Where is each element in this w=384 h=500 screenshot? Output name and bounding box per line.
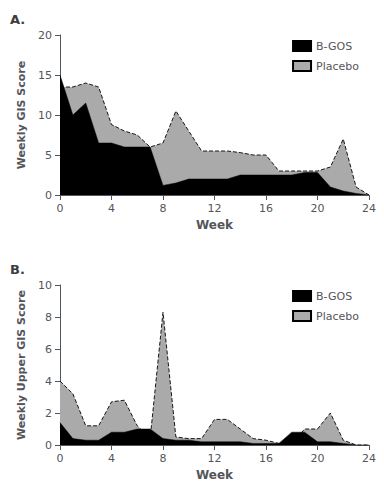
svg-text:24: 24: [362, 202, 376, 215]
svg-text:16: 16: [259, 452, 273, 465]
svg-text:2: 2: [45, 407, 52, 420]
svg-text:8: 8: [160, 202, 167, 215]
svg-text:Placebo: Placebo: [316, 60, 359, 73]
svg-text:5: 5: [45, 149, 52, 162]
svg-text:0: 0: [57, 452, 64, 465]
svg-text:6: 6: [45, 343, 52, 356]
svg-text:0: 0: [45, 439, 52, 452]
svg-text:20: 20: [311, 452, 325, 465]
svg-text:20: 20: [311, 202, 325, 215]
svg-text:0: 0: [57, 202, 64, 215]
svg-text:Week: Week: [196, 218, 234, 232]
svg-text:0: 0: [45, 189, 52, 202]
svg-text:4: 4: [45, 375, 52, 388]
svg-text:4: 4: [108, 202, 115, 215]
svg-text:Week: Week: [196, 468, 234, 482]
svg-text:Weekly GIS Score: Weekly GIS Score: [15, 61, 28, 170]
svg-text:Weekly Upper GIS Score: Weekly Upper GIS Score: [15, 290, 28, 440]
svg-text:12: 12: [208, 202, 222, 215]
svg-text:20: 20: [38, 29, 52, 42]
svg-text:12: 12: [208, 452, 222, 465]
svg-text:B-GOS: B-GOS: [316, 290, 352, 303]
svg-text:B-GOS: B-GOS: [316, 40, 352, 53]
svg-text:16: 16: [259, 202, 273, 215]
svg-text:4: 4: [108, 452, 115, 465]
svg-text:8: 8: [45, 311, 52, 324]
svg-text:24: 24: [362, 452, 376, 465]
svg-text:10: 10: [38, 109, 52, 122]
svg-text:8: 8: [160, 452, 167, 465]
svg-text:B.: B.: [10, 262, 25, 277]
svg-text:10: 10: [38, 279, 52, 292]
svg-text:A.: A.: [10, 12, 25, 27]
svg-text:Placebo: Placebo: [316, 310, 359, 323]
svg-text:15: 15: [38, 69, 52, 82]
